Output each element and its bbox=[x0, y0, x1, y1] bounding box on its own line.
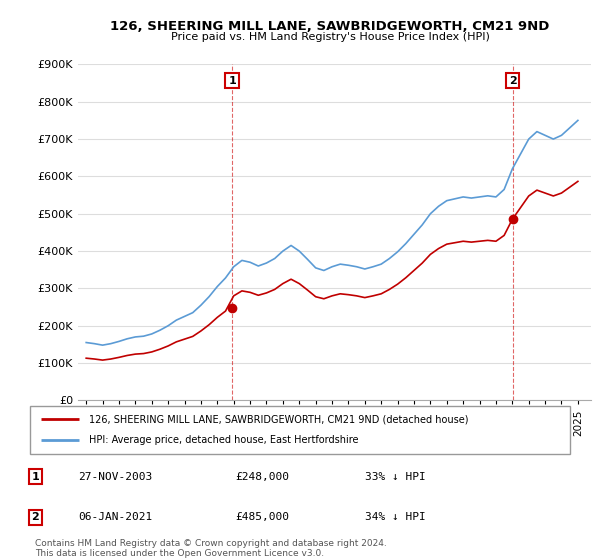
Text: 1: 1 bbox=[228, 76, 236, 86]
Text: 2: 2 bbox=[32, 512, 39, 522]
Text: 2: 2 bbox=[509, 76, 517, 86]
Text: HPI: Average price, detached house, East Hertfordshire: HPI: Average price, detached house, East… bbox=[89, 435, 359, 445]
Text: 27-NOV-2003: 27-NOV-2003 bbox=[79, 472, 153, 482]
Text: £248,000: £248,000 bbox=[235, 472, 289, 482]
Text: 126, SHEERING MILL LANE, SAWBRIDGEWORTH, CM21 9ND: 126, SHEERING MILL LANE, SAWBRIDGEWORTH,… bbox=[110, 20, 550, 32]
Text: Contains HM Land Registry data © Crown copyright and database right 2024.
This d: Contains HM Land Registry data © Crown c… bbox=[35, 539, 387, 558]
Text: 1: 1 bbox=[32, 472, 39, 482]
Text: 06-JAN-2021: 06-JAN-2021 bbox=[79, 512, 153, 522]
Text: £485,000: £485,000 bbox=[235, 512, 289, 522]
Text: 126, SHEERING MILL LANE, SAWBRIDGEWORTH, CM21 9ND (detached house): 126, SHEERING MILL LANE, SAWBRIDGEWORTH,… bbox=[89, 414, 469, 424]
Text: Price paid vs. HM Land Registry's House Price Index (HPI): Price paid vs. HM Land Registry's House … bbox=[170, 32, 490, 43]
Text: 33% ↓ HPI: 33% ↓ HPI bbox=[365, 472, 425, 482]
Text: 34% ↓ HPI: 34% ↓ HPI bbox=[365, 512, 425, 522]
